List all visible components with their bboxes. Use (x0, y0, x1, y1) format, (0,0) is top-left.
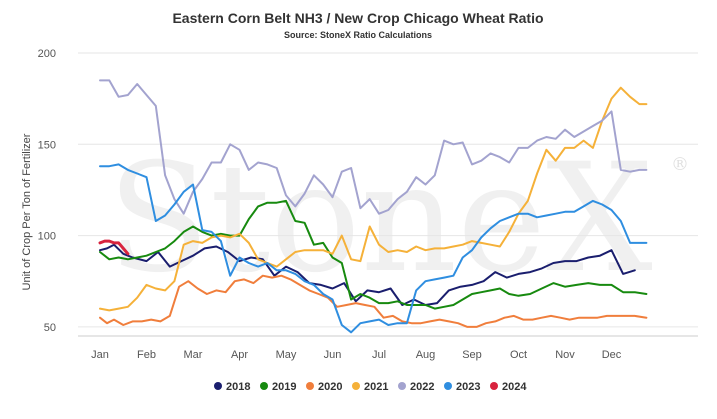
legend-marker-2022 (398, 382, 406, 390)
series-lines (98, 79, 648, 334)
series-line-2024 (98, 239, 130, 256)
legend-marker-2020 (306, 382, 314, 390)
legend-marker-2023 (444, 382, 452, 390)
watermark-logo: StoneX (107, 132, 653, 306)
legend-label-2024[interactable]: 2024 (502, 381, 527, 393)
chart-subtitle: Source: StoneX Ratio Calculations (284, 30, 432, 40)
series-line-2022 (99, 79, 648, 215)
legend-label-2021[interactable]: 2021 (364, 381, 388, 393)
legend-label-2022[interactable]: 2022 (410, 381, 434, 393)
legend-label-2018[interactable]: 2018 (226, 381, 250, 393)
series-line-2021 (99, 86, 648, 312)
series-line-2023 (99, 163, 648, 334)
legend: 2018 2019 2020 2021 2022 2023 2024 (214, 381, 527, 393)
x-axis-ticks: Jan Feb Mar Apr May Jun Jul Aug Sep Oct Nov Dec (91, 349, 622, 361)
y-axis-ticks: 50 100 150 200 (38, 48, 56, 334)
y-tick-label: 50 (44, 322, 56, 334)
watermark-registered-mark: ® (671, 154, 689, 175)
y-tick-label: 100 (38, 231, 56, 243)
x-tick-label: Jan (91, 349, 109, 361)
y-tick-label: 200 (38, 48, 56, 60)
legend-marker-2024 (490, 382, 498, 390)
chart-title: Eastern Corn Belt NH3 / New Crop Chicago… (172, 10, 543, 26)
x-tick-label: Jun (324, 349, 342, 361)
legend-label-2019[interactable]: 2019 (272, 381, 296, 393)
x-tick-label: Jul (372, 349, 386, 361)
x-tick-label: Sep (462, 349, 482, 361)
legend-marker-2019 (260, 382, 268, 390)
x-tick-label: Aug (416, 349, 436, 361)
legend-marker-2021 (352, 382, 360, 390)
x-tick-label: Feb (137, 349, 156, 361)
x-tick-label: Nov (555, 349, 575, 361)
series-line-2020 (99, 274, 648, 328)
legend-marker-2018 (214, 382, 222, 390)
x-tick-label: Apr (231, 349, 248, 361)
x-tick-label: Mar (184, 349, 203, 361)
x-tick-label: Oct (510, 349, 527, 361)
x-tick-label: Dec (602, 349, 622, 361)
y-tick-label: 150 (38, 139, 56, 151)
legend-label-2020[interactable]: 2020 (318, 381, 342, 393)
y-axis-title: Unit of Crop Per Ton of Fertilizer (21, 133, 33, 290)
legend-label-2023[interactable]: 2023 (456, 381, 480, 393)
series-line-2019 (99, 199, 648, 310)
x-tick-label: May (276, 349, 297, 361)
